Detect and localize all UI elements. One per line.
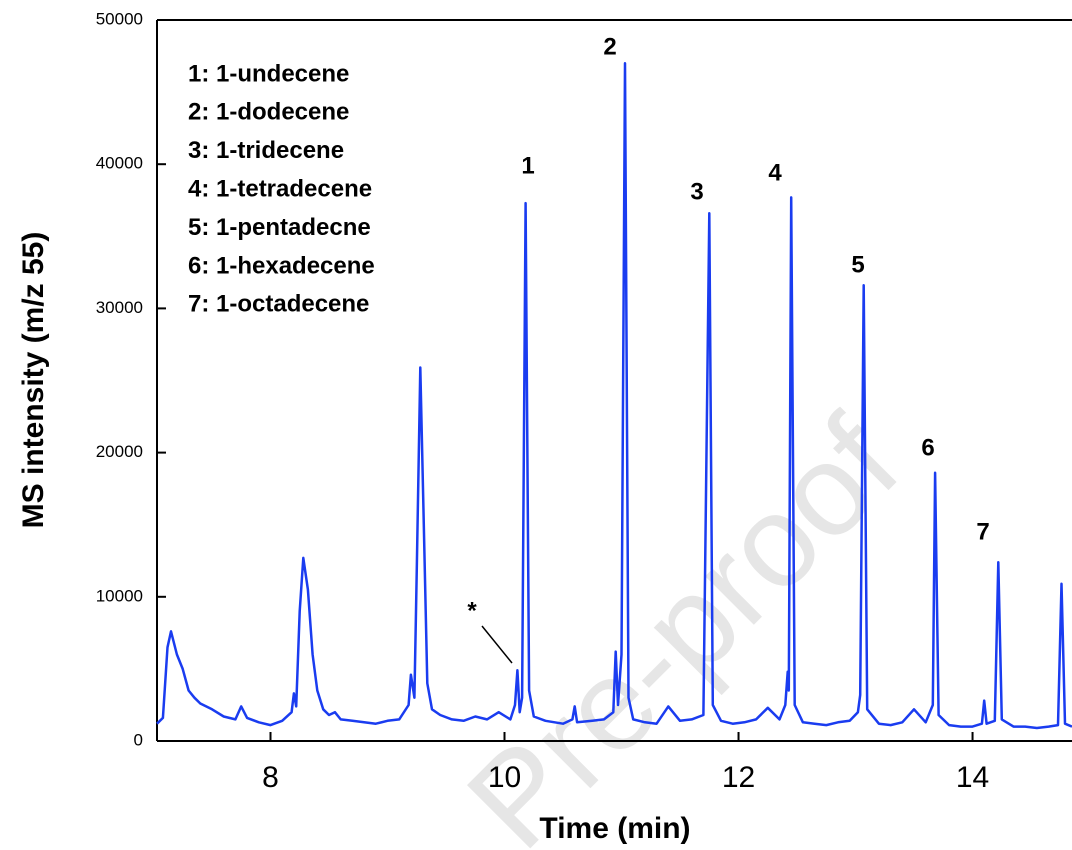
data-line bbox=[156, 62, 1072, 730]
peak-label: 2 bbox=[603, 33, 616, 60]
y-axis-title: MS intensity (m/z 55) bbox=[17, 232, 50, 529]
key-entry: 6: 1-hexadecene bbox=[188, 252, 375, 279]
key-entry: 1: 1-undecene bbox=[188, 60, 349, 87]
key-entry: 5: 1-pentadecne bbox=[188, 214, 371, 241]
peak-label: 1 bbox=[521, 152, 534, 179]
y-tick-label: 0 bbox=[134, 730, 143, 749]
annotation-pointer bbox=[481, 625, 513, 664]
y-tick-label: 30000 bbox=[96, 298, 143, 317]
peak-label: 4 bbox=[768, 159, 782, 186]
x-tick-label: 10 bbox=[488, 761, 521, 794]
x-tick-label: 14 bbox=[956, 761, 989, 794]
key-entry: 3: 1-tridecene bbox=[188, 137, 344, 164]
peak-label: 6 bbox=[921, 434, 934, 461]
x-tick-label: 12 bbox=[722, 761, 755, 794]
x-axis-title: Time (min) bbox=[539, 812, 690, 845]
y-tick-label: 50000 bbox=[96, 9, 143, 28]
x-tick-label: 8 bbox=[262, 761, 279, 794]
y-tick-label: 10000 bbox=[96, 586, 143, 605]
peak-label: * bbox=[467, 597, 477, 624]
y-tick-label: 20000 bbox=[96, 442, 143, 461]
peak-label: 3 bbox=[690, 178, 703, 205]
key-entry: 4: 1-tetradecene bbox=[188, 176, 372, 203]
peak-label: 7 bbox=[976, 518, 989, 545]
key-entry: 7: 1-octadecene bbox=[188, 291, 369, 318]
key-entry: 2: 1-dodecene bbox=[188, 99, 349, 126]
peak-label: 5 bbox=[851, 251, 864, 278]
y-tick-label: 40000 bbox=[96, 154, 143, 173]
